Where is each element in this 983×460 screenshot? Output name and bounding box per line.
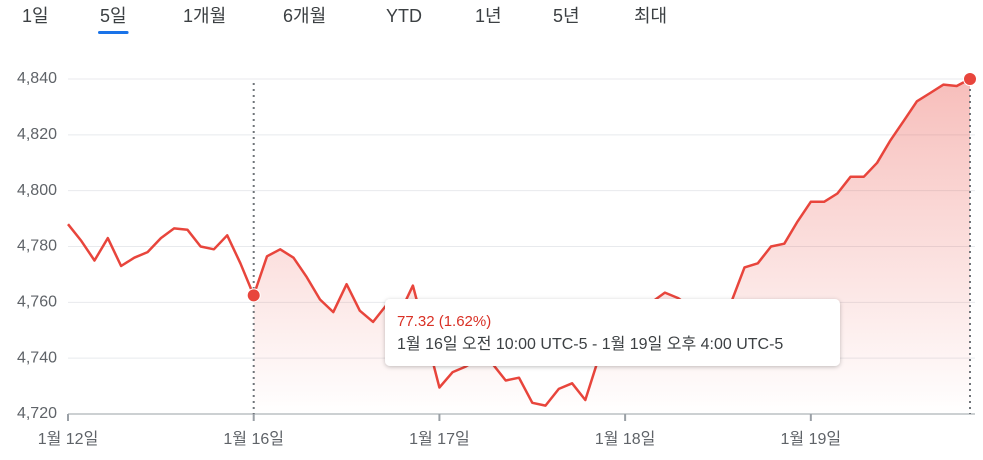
tab[interactable]: 5일 xyxy=(100,6,127,26)
tab[interactable]: 1년 xyxy=(475,6,502,26)
tab[interactable]: 1개월 xyxy=(183,6,226,26)
tooltip-range: 1월 16일 오전 10:00 UTC-5 - 1월 19일 오후 4:00 U… xyxy=(397,335,783,353)
tooltip: 77.32 (1.62%) 1월 16일 오전 10:00 UTC-5 - 1월… xyxy=(385,299,840,366)
x-tick-label: 1월 12일 xyxy=(38,430,99,448)
x-tick-label: 1월 19일 xyxy=(781,430,842,448)
y-tick-label: 4,840 xyxy=(17,70,57,87)
tab[interactable]: YTD xyxy=(386,6,422,26)
tab[interactable]: 최대 xyxy=(634,6,667,26)
tab[interactable]: 5년 xyxy=(553,6,580,26)
y-tick-label: 4,720 xyxy=(17,405,57,422)
y-tick-label: 4,780 xyxy=(17,238,57,255)
x-tick-label: 1월 17일 xyxy=(409,430,470,448)
y-tick-label: 4,800 xyxy=(17,182,57,199)
x-tick-label: 1월 18일 xyxy=(595,430,656,448)
y-tick-label: 4,740 xyxy=(17,349,57,366)
y-tick-label: 4,760 xyxy=(17,294,57,311)
tab[interactable]: 1일 xyxy=(22,6,49,26)
tab[interactable]: 6개월 xyxy=(283,6,326,26)
y-tick-label: 4,820 xyxy=(17,126,57,143)
tooltip-box xyxy=(385,299,840,366)
x-tick-label: 1월 16일 xyxy=(223,430,284,448)
range-point xyxy=(246,288,261,303)
tab-underline xyxy=(98,31,129,34)
tooltip-change: 77.32 (1.62%) xyxy=(397,313,491,330)
line xyxy=(67,77,971,407)
range-point xyxy=(963,72,977,86)
